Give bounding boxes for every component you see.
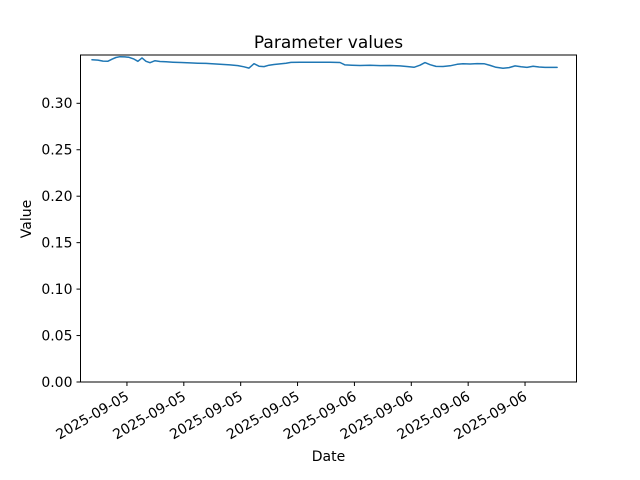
y-tick-label: 0.30 <box>41 96 72 112</box>
y-tick-label: 0.20 <box>41 189 72 205</box>
y-tick-label: 0.10 <box>41 282 72 298</box>
chart-title: Parameter values <box>253 33 404 53</box>
y-tick-label: 0.00 <box>41 375 72 391</box>
x-axis-label: Date <box>311 449 346 465</box>
y-tick-label: 0.05 <box>41 328 72 344</box>
axes-box <box>80 54 577 383</box>
y-tick-label: 0.15 <box>41 235 72 251</box>
data-line <box>91 55 558 69</box>
y-tick-label: 0.25 <box>41 143 72 159</box>
